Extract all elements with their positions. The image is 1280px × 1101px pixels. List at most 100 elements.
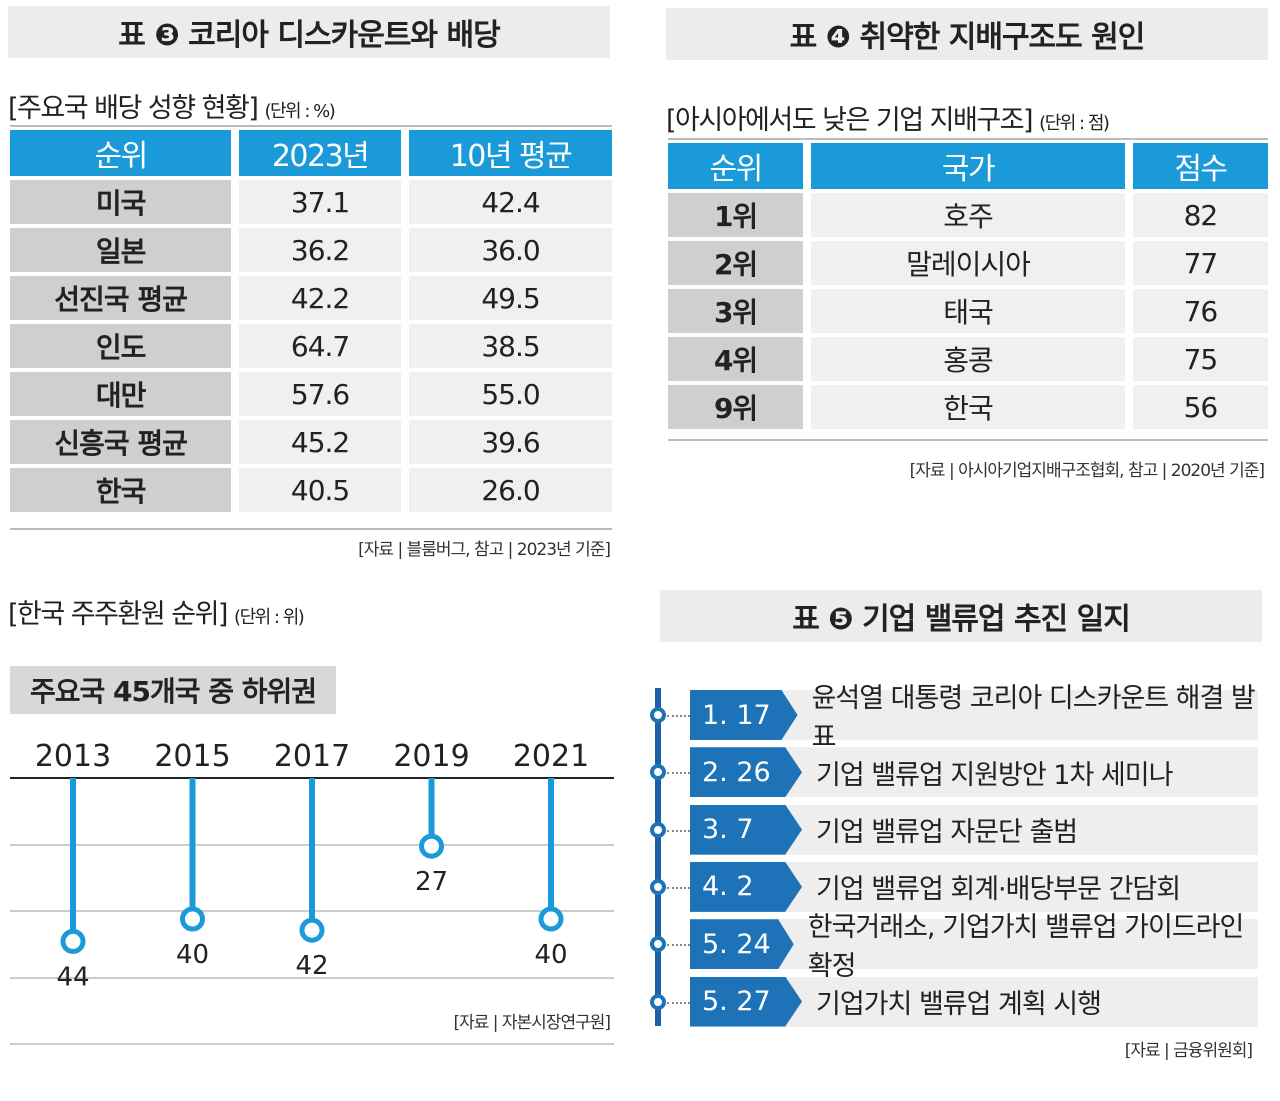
table3-source: [자료 | 블룸버그, 참고 | 2023년 기준] [358,540,611,560]
table3-title: 표 ❸ 코리아 디스카운트와 배당 [8,6,610,58]
title-text: [한국 주주환원 순위] [8,599,228,630]
timeline-item: 3. 7 기업 밸류업 자문단 출범 [690,804,1258,855]
column-header: 10년 평균 [408,130,612,176]
table-row: 인도 64.7 38.5 [10,324,612,368]
column-header: 순위 [10,130,232,176]
year-label: 2015 [154,739,230,774]
timeline-item: 1. 17 윤석열 대통령 코리아 디스카운트 해결 발표 [690,683,1258,753]
table-row: 선진국 평균 42.2 49.5 [10,276,612,320]
table-cell: 42.2 [239,276,401,320]
timeline-text: 기업 밸류업 회계·배당부문 간담회 [816,874,1181,906]
timeline-text: 한국거래소, 기업가치 밸류업 가이드라인 확정 [807,912,1245,983]
timeline-dot-icon [650,936,666,953]
table-cell: 일본 [10,228,232,272]
timeline-dot-icon [650,821,666,838]
table-cell: 49.5 [408,276,612,320]
timeline-item: 5. 24 한국거래소, 기업가치 밸류업 가이드라인 확정 [690,912,1258,982]
chart-banner: 주요국 45개국 중 하위권 [10,666,336,714]
table-cell: 3위 [668,289,804,333]
connector [667,886,690,889]
table-cell: 인도 [10,324,232,368]
timeline-dot-icon [650,878,666,895]
table-cell: 45.2 [239,420,401,464]
table-cell: 신흥국 평균 [10,420,232,464]
dividend-table: 순위 2023년 10년 평균 미국 37.1 42.4 일본 36.2 36.0 선진국 평균 4… [2,126,620,516]
table-cell: 57.6 [239,372,401,416]
table-cell: 37.1 [239,180,401,224]
table-cell: 39.6 [408,420,612,464]
column-header: 2023년 [239,130,401,176]
table-cell: 56 [1132,385,1268,429]
table-cell: 75 [1132,337,1268,381]
timeline-date: 3. 7 [690,804,802,855]
table4-source: [자료 | 아시아기업지배구조협회, 참고 | 2020년 기준] [909,461,1265,481]
year-label: 2019 [393,739,469,774]
table-row: 9위 한국 56 [668,385,1268,429]
table-cell: 1위 [668,193,804,237]
chart-source: [자료 | 자본시장연구원] [453,1013,611,1033]
subtitle-text: [아시아에서도 낮은 기업 지배구조] [666,105,1034,136]
table-row: 신흥국 평균 45.2 39.6 [10,420,612,464]
lollipop-point [299,917,325,943]
table-cell: 태국 [811,289,1125,333]
timeline-text: 기업가치 밸류업 계획 시행 [816,989,1102,1020]
timeline-date: 5. 24 [690,919,794,970]
timeline-item: 5. 27 기업가치 밸류업 계획 시행 [690,976,1258,1027]
header-row: 순위 국가 점수 [668,143,1268,189]
table-row: 대만 57.6 55.0 [10,372,612,416]
table-cell: 76 [1132,289,1268,333]
timeline-date: 1. 17 [690,690,798,740]
year-label: 2013 [35,739,111,774]
value-label: 44 [56,962,89,992]
chart-title: [한국 주주환원 순위] (단위 : 위) [8,592,305,631]
table4-subtitle: [아시아에서도 낮은 기업 지배구조] (단위 : 점) [666,98,1110,137]
table-row: 미국 37.1 42.4 [10,180,612,224]
table-row: 3위 태국 76 [668,289,1268,333]
timeline-title: 표 ❺ 기업 밸류업 추진 일지 [660,590,1262,642]
timeline-dot-icon [650,764,666,781]
timeline-text: 기업 밸류업 자문단 출범 [816,817,1078,849]
table-cell: 40.5 [239,468,401,512]
column-header: 순위 [668,143,804,189]
timeline-dot-icon [650,993,666,1010]
timeline-item: 2. 26 기업 밸류업 지원방안 1차 세미나 [690,747,1258,798]
column-header: 점수 [1132,143,1268,189]
table-cell: 9위 [668,385,804,429]
lollipop-point [180,906,205,932]
table-cell: 호주 [811,193,1125,237]
table-cell: 미국 [10,180,232,224]
table-cell: 2위 [668,241,804,285]
table-cell: 77 [1132,241,1268,285]
table-cell: 64.7 [239,324,401,368]
value-label: 40 [176,940,209,970]
table-cell: 4위 [668,337,804,381]
table-row: 2위 말레이시아 77 [668,241,1268,285]
timeline-date: 5. 27 [690,976,802,1027]
lollipop-point [60,928,86,954]
table-cell: 42.4 [408,180,612,224]
timeline-item: 4. 2 기업 밸류업 회계·배당부문 간담회 [690,861,1258,912]
value-label: 42 [295,951,328,981]
table4-title: 표 ❹ 취약한 지배구조도 원인 [666,8,1268,60]
lollipop-point [419,833,444,859]
timeline-text: 윤석열 대통령 코리아 디스카운트 해결 발표 [811,683,1256,753]
table-cell: 대만 [10,372,232,416]
table-cell: 38.5 [408,324,612,368]
connector [667,772,690,775]
connector [667,829,690,832]
timeline-source: [자료 | 금융위원회] [1124,1041,1253,1061]
table-cell: 한국 [811,385,1125,429]
timeline-dot-icon [650,707,666,723]
table-cell: 55.0 [408,372,612,416]
timeline-date: 2. 26 [690,747,802,798]
lollipop-point [538,906,564,932]
unit: (단위 : %) [264,101,335,122]
table-cell: 26.0 [408,468,612,512]
timeline-date: 4. 2 [690,861,802,912]
header-row: 순위 2023년 10년 평균 [10,130,612,176]
table-cell: 36.0 [408,228,612,272]
year-label: 2017 [274,739,350,774]
value-label: 40 [534,940,567,970]
table-row: 한국 40.5 26.0 [10,468,612,512]
timeline-text: 기업 밸류업 지원방안 1차 세미나 [816,759,1173,791]
